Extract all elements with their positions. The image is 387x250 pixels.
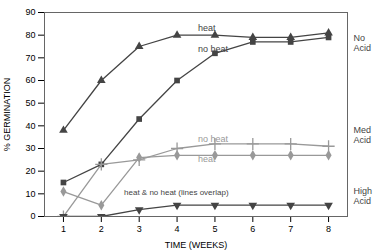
svg-text:7: 7 [288, 224, 293, 234]
svg-text:30: 30 [25, 143, 35, 153]
svg-text:2: 2 [99, 224, 104, 234]
svg-text:3: 3 [137, 224, 142, 234]
svg-text:NoAcid: NoAcid [354, 33, 372, 53]
svg-text:heat: heat [198, 154, 216, 164]
svg-text:1: 1 [61, 224, 66, 234]
svg-text:8: 8 [326, 224, 331, 234]
svg-text:80: 80 [25, 30, 35, 40]
svg-text:70: 70 [25, 53, 35, 63]
svg-text:no heat: no heat [198, 44, 229, 54]
svg-text:no heat: no heat [198, 134, 229, 144]
svg-text:5: 5 [212, 224, 217, 234]
svg-text:% GERMINATION: % GERMINATION [2, 78, 12, 151]
svg-text:4: 4 [175, 224, 180, 234]
svg-text:20: 20 [25, 166, 35, 176]
svg-text:50: 50 [25, 98, 35, 108]
svg-text:6: 6 [250, 224, 255, 234]
svg-text:heat: heat [198, 23, 216, 33]
svg-text:90: 90 [25, 7, 35, 17]
svg-text:heat & no heat (lines overlap): heat & no heat (lines overlap) [124, 188, 229, 197]
svg-text:MedAcid: MedAcid [354, 125, 372, 145]
svg-text:TIME (WEEKS): TIME (WEEKS) [165, 240, 228, 250]
svg-text:0: 0 [30, 211, 35, 221]
svg-text:HighAcid: HighAcid [354, 186, 373, 206]
svg-text:40: 40 [25, 121, 35, 131]
svg-text:60: 60 [25, 75, 35, 85]
svg-text:10: 10 [25, 189, 35, 199]
